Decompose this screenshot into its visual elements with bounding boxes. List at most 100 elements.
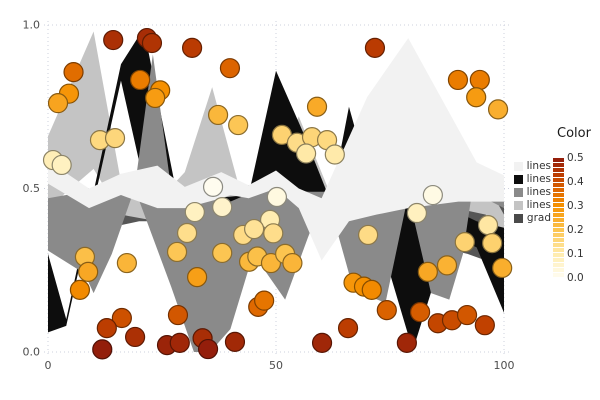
legend-entry: lines (500, 199, 551, 212)
colorbar-segment (553, 208, 564, 212)
scatter-point (103, 29, 124, 51)
scatter-point (406, 202, 428, 224)
x-tick-label: 50 (269, 359, 283, 372)
scatter-point (141, 32, 163, 54)
x-tick-label: 0 (45, 359, 52, 372)
scatter-point (324, 144, 345, 165)
colorbar-tick-label: 0.0 (567, 271, 584, 284)
legend-entry-label: lines (526, 199, 551, 211)
scatter-point (116, 252, 137, 274)
scatter-point (187, 267, 208, 288)
scatter-point (337, 318, 359, 339)
legend-entry: lines (500, 173, 551, 186)
colorbar-segment (553, 168, 564, 172)
legend-colorbar (553, 158, 564, 278)
scatter-point (295, 143, 317, 164)
scatter-point (469, 69, 490, 91)
colorbar-segment (553, 183, 564, 187)
colorbar-segment (553, 173, 564, 177)
scatter-point (454, 232, 475, 253)
scatter-point (78, 261, 99, 282)
scatter-point (487, 99, 509, 120)
colorbar-segment (553, 248, 564, 252)
scatter-point (409, 302, 431, 323)
scatter-point (69, 279, 91, 300)
colorbar-segment (553, 273, 564, 277)
legend-entry-label: grad (526, 212, 551, 224)
scatter-point (447, 69, 469, 91)
legend-keys: lines lines lines lines grad (500, 160, 551, 225)
legend-swatch-black (513, 175, 523, 184)
scatter-point (197, 338, 219, 360)
scatter-point (358, 224, 379, 246)
colorbar-segment (553, 163, 564, 167)
legend: Color lines lines lines lines grad (500, 126, 600, 291)
legend-entry: lines (500, 160, 551, 173)
scatter-point (456, 304, 478, 326)
colorbar-tick-label: 0.3 (567, 199, 584, 212)
colorbar-segment (553, 158, 564, 162)
legend-swatch-whitesmoke (513, 162, 523, 171)
colorbar-segment (553, 268, 564, 272)
scatter-point (376, 300, 397, 321)
scatter-point (482, 233, 503, 254)
scatter-point (436, 255, 458, 276)
x-tick-label: 100 (494, 359, 515, 372)
scatter-point (92, 339, 113, 360)
scatter-point (47, 93, 69, 114)
scatter-point (96, 318, 117, 339)
scatter-point (202, 176, 224, 197)
scatter-point (364, 37, 386, 58)
colorbar-segment (553, 203, 564, 207)
colorbar-tick-label: 0.2 (567, 223, 584, 236)
scatter-point (212, 242, 233, 264)
scatter-point (207, 104, 229, 126)
scatter-point (145, 87, 166, 109)
scatter-point (228, 114, 249, 136)
scatter-point (111, 307, 132, 329)
scatter-point (361, 279, 382, 300)
colorbar-segment (553, 243, 564, 247)
legend-title: Color (557, 126, 591, 141)
legend-swatch-gray (513, 188, 523, 197)
scatter-point (282, 252, 303, 274)
scatter-point (266, 186, 288, 208)
scatter-point (51, 154, 72, 176)
legend-entry-label: lines (526, 160, 551, 172)
colorbar-segment (553, 218, 564, 222)
scatter-point (474, 315, 495, 336)
scatter-point (212, 197, 233, 218)
scatter-point (306, 96, 328, 117)
scatter-point (224, 331, 246, 352)
scatter-point (254, 290, 275, 311)
legend-entry-label: lines (526, 186, 551, 198)
scatter-point (176, 222, 198, 244)
scatter-point (63, 61, 84, 83)
colorbar-segment (553, 263, 564, 267)
scatter-point (219, 58, 241, 79)
legend-entry-label: lines (526, 173, 551, 185)
scatter-point (263, 223, 284, 244)
scatter-point (466, 87, 487, 108)
y-tick-label: 1.0 (23, 19, 41, 32)
y-tick-label: 0.0 (23, 346, 41, 359)
scatter-point (166, 241, 188, 263)
scatter-point (167, 304, 189, 326)
colorbar-segment (553, 213, 564, 217)
scatter-point (422, 184, 443, 206)
colorbar-segment (553, 228, 564, 232)
scatter-point (169, 332, 190, 353)
scatter-point (477, 215, 499, 236)
legend-entry: grad (500, 212, 551, 225)
ribbon-lines-whitesmoke (48, 38, 504, 261)
scatter-layer (42, 27, 513, 360)
legend-entry: lines (500, 186, 551, 199)
scatter-point (492, 257, 513, 279)
colorbar-tick-label: 0.5 (567, 151, 584, 164)
scatter-point (260, 252, 282, 274)
colorbar-tick-label: 0.4 (567, 175, 584, 188)
scatter-point (181, 37, 203, 58)
scatter-point (104, 128, 126, 149)
